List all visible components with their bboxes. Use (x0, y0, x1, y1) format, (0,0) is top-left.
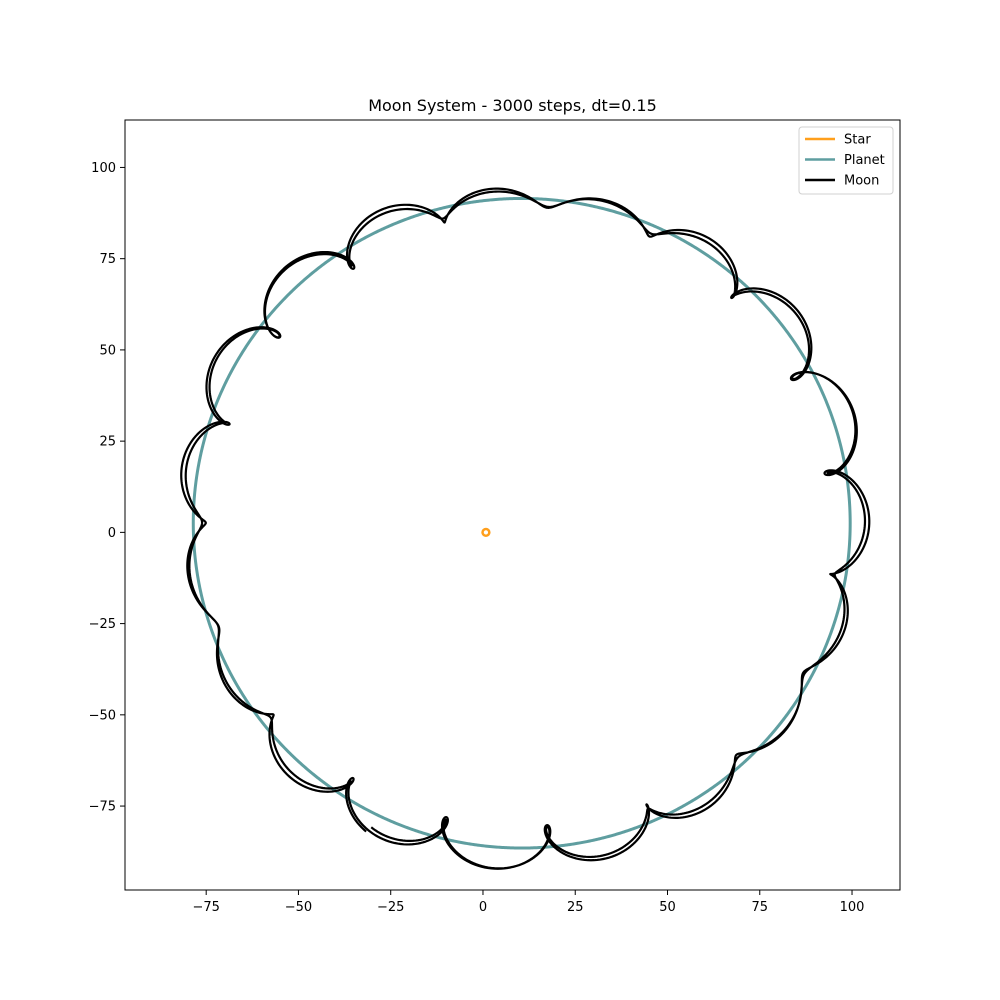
x-tick-label: 100 (840, 900, 865, 915)
legend-box (798, 126, 894, 195)
x-tick-label: −75 (192, 900, 219, 915)
y-tick-label: 100 (91, 161, 116, 176)
legend-label-planet: Planet (844, 153, 885, 168)
legend: Star Planet Moon (798, 126, 894, 195)
x-tick-label: −50 (285, 900, 312, 915)
x-tick-label: 75 (751, 900, 768, 915)
y-tick-label: −50 (89, 708, 116, 723)
y-tick-label: 50 (99, 343, 116, 358)
legend-label-star: Star (844, 133, 871, 148)
star-marker (481, 527, 491, 538)
legend-label-moon: Moon (844, 174, 879, 189)
planet-orbit-line (191, 196, 852, 850)
x-tick-label: −25 (377, 900, 404, 915)
axes-frame (124, 119, 901, 891)
plot-area (180, 187, 871, 870)
x-tick-label: 50 (659, 900, 676, 915)
x-tick-label: 0 (479, 900, 487, 915)
x-tick-label: 25 (567, 900, 584, 915)
y-tick-label: 0 (108, 526, 116, 541)
y-tick-label: 25 (99, 435, 116, 450)
y-tick-label: −75 (89, 800, 116, 815)
x-axis-ticks: −75 −50 −25 0 25 50 75 100 (192, 890, 864, 915)
chart-title: Moon System - 3000 steps, dt=0.15 (368, 96, 657, 115)
moon-orbit-line (180, 187, 871, 870)
y-axis-ticks: −75 −50 −25 0 25 50 75 100 (89, 161, 125, 815)
y-tick-label: 75 (99, 252, 116, 267)
y-tick-label: −25 (89, 617, 116, 632)
